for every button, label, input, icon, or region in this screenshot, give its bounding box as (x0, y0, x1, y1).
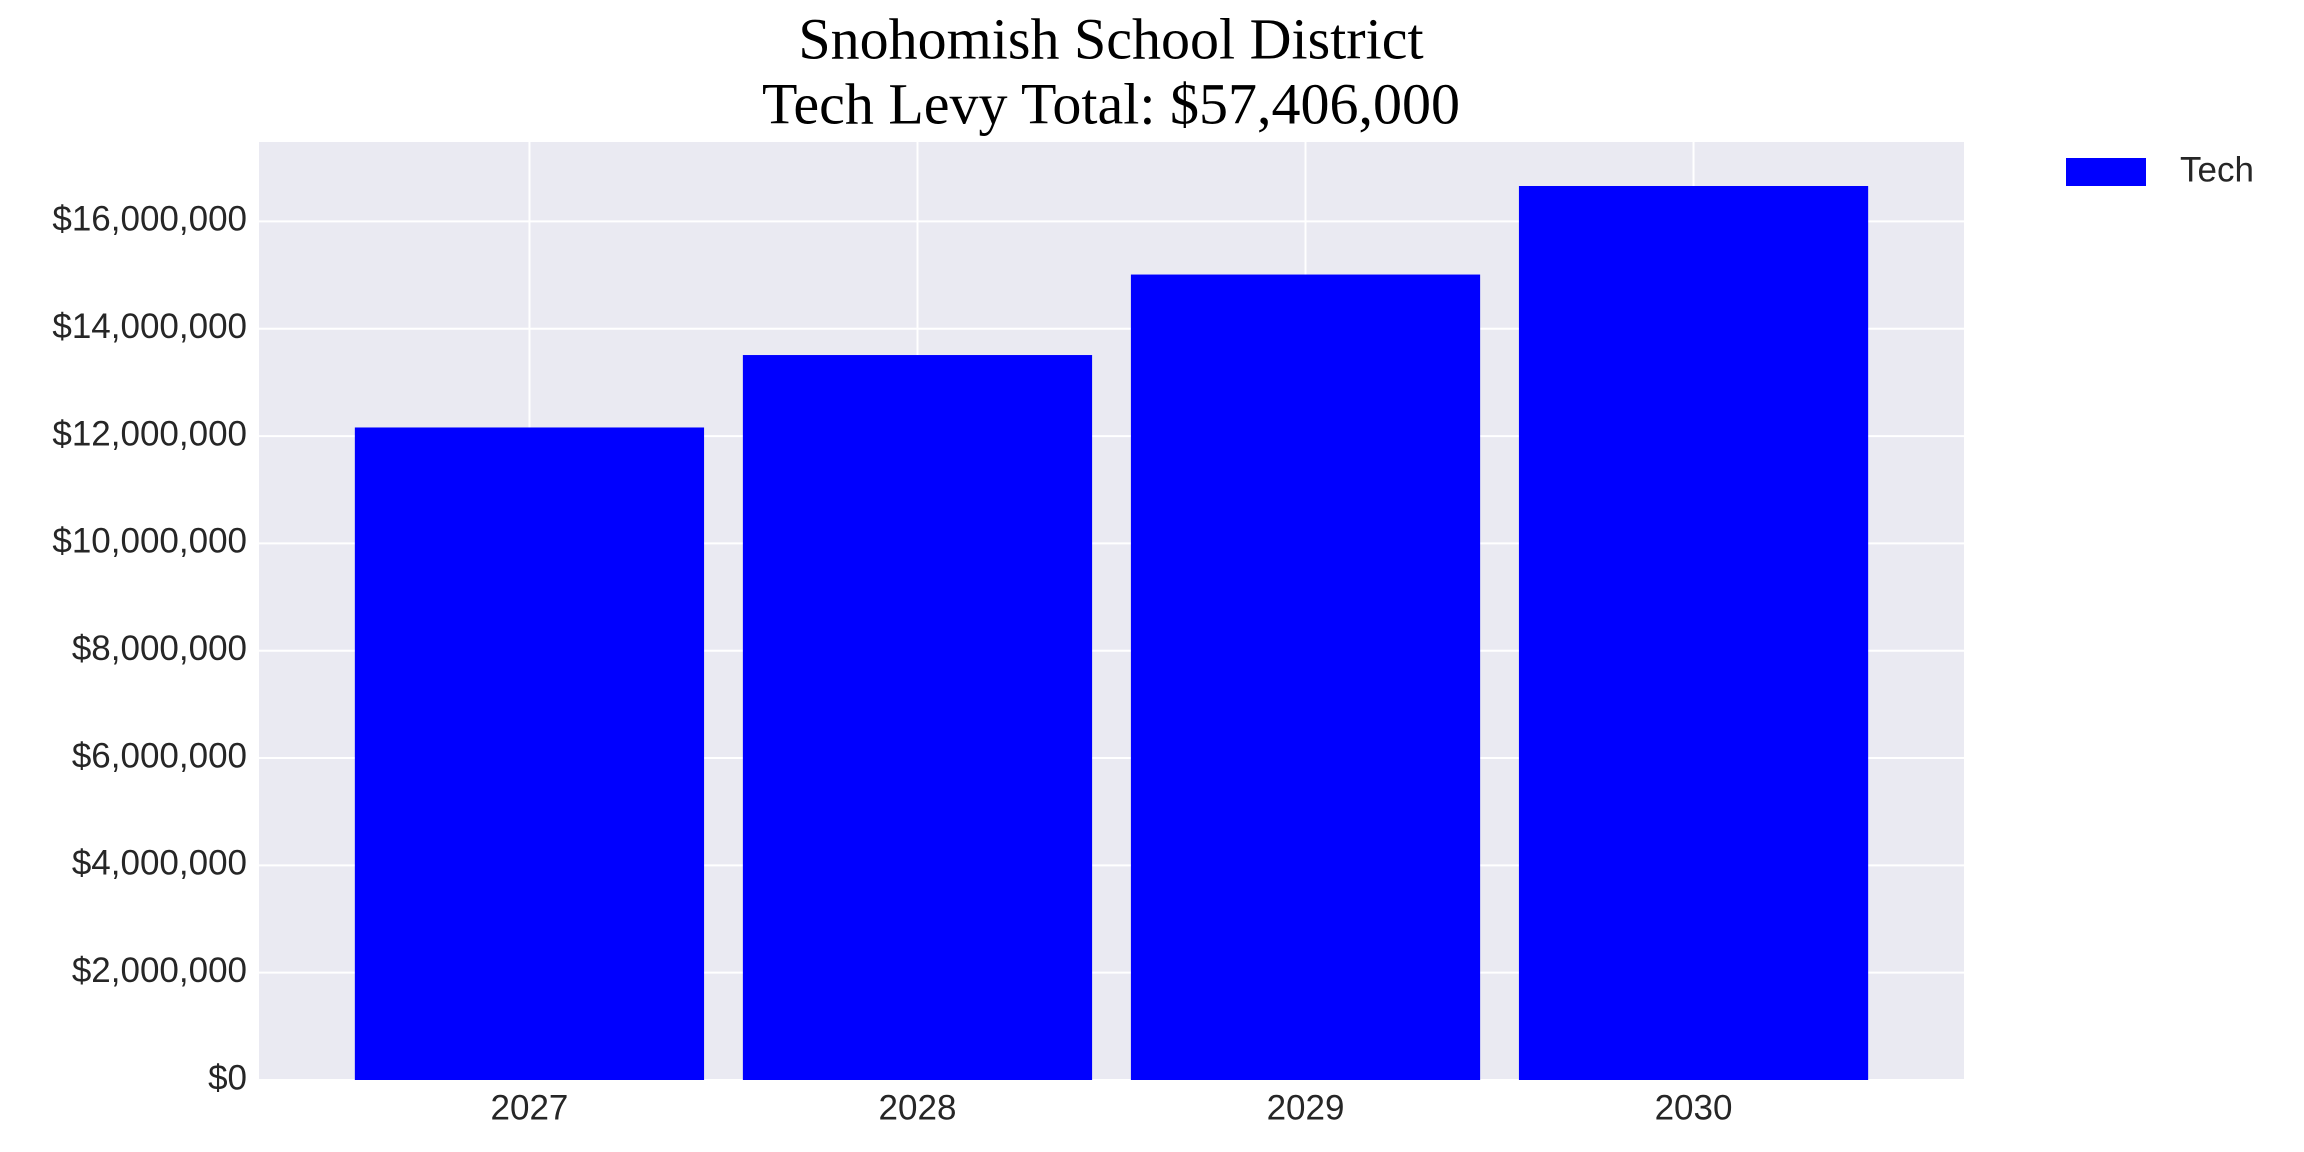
y-tick-label: $4,000,000 (72, 844, 247, 883)
y-tick-label: $14,000,000 (52, 307, 247, 346)
x-tick-label: 2028 (879, 1088, 957, 1127)
y-tick-label: $0 (208, 1058, 247, 1097)
y-tick-label: $6,000,000 (72, 736, 247, 775)
x-tick-label: 2029 (1267, 1088, 1345, 1127)
bar (1518, 186, 1869, 1080)
y-tick-label: $10,000,000 (52, 522, 247, 561)
y-tick-label: $12,000,000 (52, 414, 247, 453)
bar (354, 427, 705, 1080)
chart-subtitle: Tech Levy Total: $57,406,000 (762, 71, 1460, 136)
x-tick-label: 2030 (1655, 1088, 1733, 1127)
chart-title: Snohomish School District (798, 6, 1423, 71)
y-tick-label: $8,000,000 (72, 629, 247, 668)
bar (742, 355, 1093, 1080)
legend-swatch (2066, 158, 2146, 186)
legend-label: Tech (2180, 150, 2254, 189)
y-tick-label: $2,000,000 (72, 951, 247, 990)
x-tick-label: 2027 (491, 1088, 569, 1127)
y-tick-label: $16,000,000 (52, 200, 247, 239)
bar (1130, 274, 1481, 1081)
